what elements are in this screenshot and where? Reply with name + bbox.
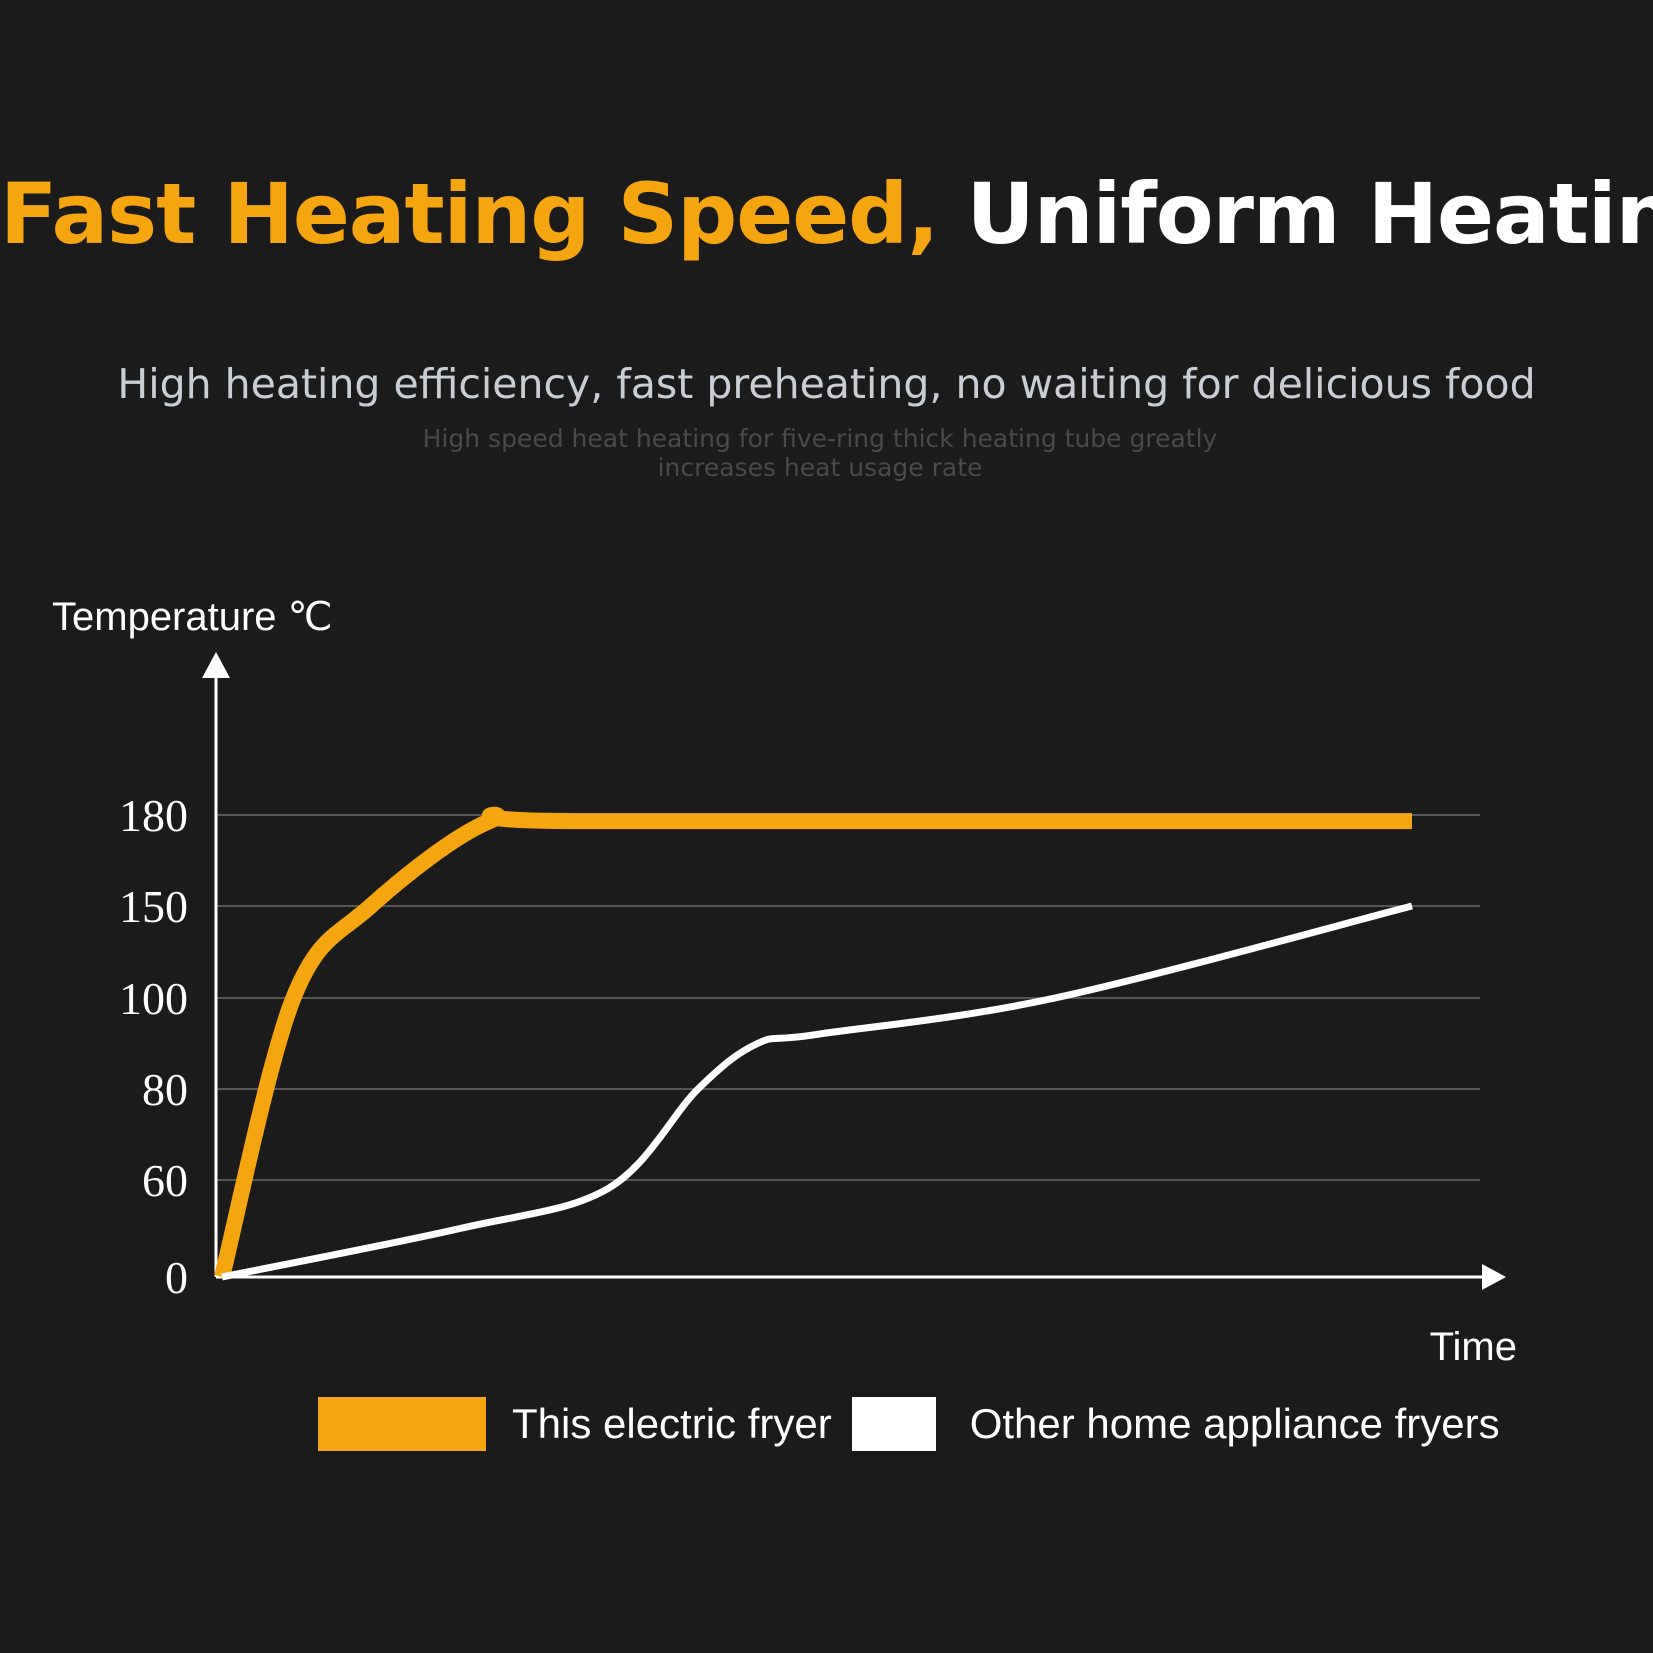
y-tick-label: 100 [119, 973, 188, 1024]
y-tick-label: 150 [119, 881, 188, 932]
series-lines [214, 806, 1413, 1281]
y-axis-label: Temperature ℃ [52, 595, 333, 639]
y-tick-label: 80 [142, 1064, 188, 1115]
subtitle: High heating efficiency, fast preheating… [117, 360, 1536, 408]
x-axis-label: Time [1430, 1325, 1517, 1369]
y-axis-arrow-icon [202, 652, 230, 678]
y-tick-label: 0 [165, 1252, 188, 1303]
y-tick-label: 180 [119, 790, 188, 841]
x-axis-arrow-icon [1482, 1264, 1506, 1290]
page-title: Fast Heating Speed, Uniform Heating [0, 168, 1653, 260]
caption: High speed heat heating for five-ring th… [422, 424, 1218, 482]
title-accent: Fast Heating Speed, [0, 165, 939, 263]
legend-swatch-other-fryers [851, 1397, 936, 1451]
series-line-electric-fryer [214, 806, 1412, 1279]
title-plain: Uniform Heating [966, 165, 1653, 263]
legend: This electric fryer Other home appliance… [318, 1397, 1500, 1451]
y-tick-label: 60 [142, 1155, 188, 1206]
legend-label-other-fryers: Other home appliance fryers [969, 1400, 1500, 1447]
legend-label-electric-fryer: This electric fryer [512, 1400, 832, 1447]
legend-swatch-electric-fryer [318, 1397, 486, 1451]
series-line-other-fryers [221, 902, 1413, 1281]
y-tick-labels: 0 60 80 100 150 180 [119, 790, 188, 1303]
